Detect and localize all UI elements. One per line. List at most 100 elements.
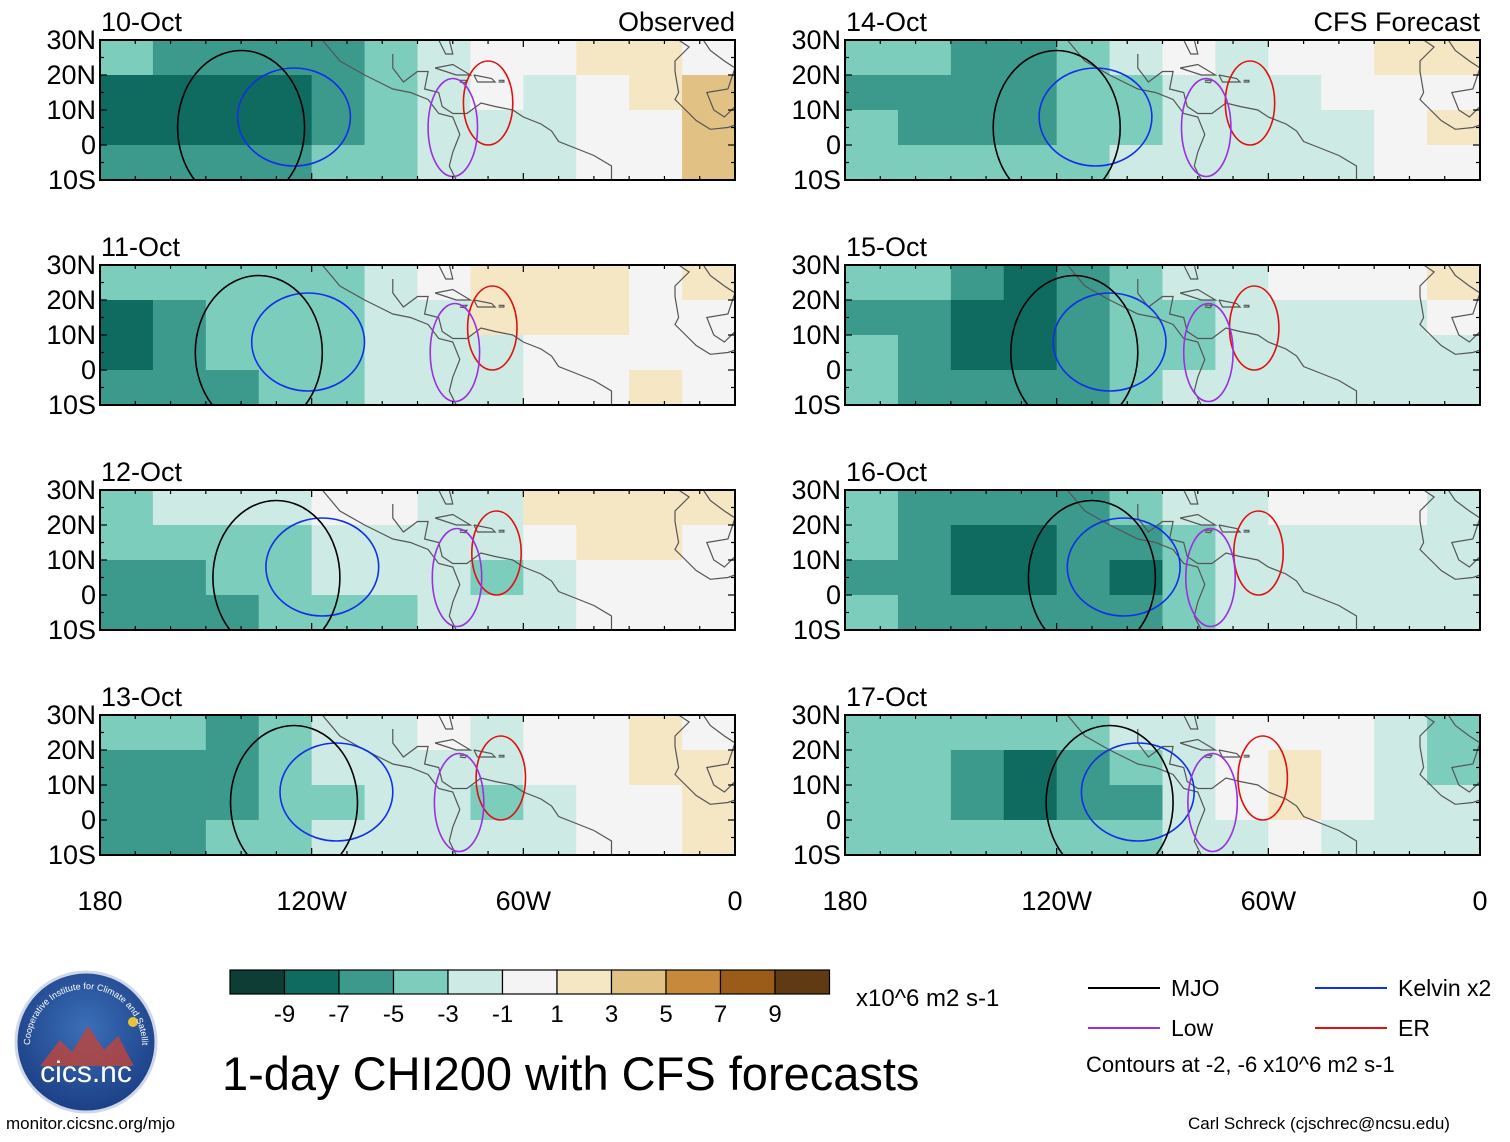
legend-note: Contours at -2, -6 x10^6 m2 s-1 [1086,1052,1395,1077]
heatmap-cell [897,110,952,146]
heatmap-cell [845,820,899,855]
heatmap-cell [1109,785,1164,821]
heatmap-cell [1374,145,1428,180]
heatmap-cell [1003,335,1058,371]
coastline [1243,754,1250,758]
heatmap-cell [1109,490,1164,526]
mjo-contour [229,724,359,855]
heatmap-cell [845,335,899,371]
coastline [1447,490,1480,568]
heatmap-cell [629,40,683,76]
heatmap-cell [1162,370,1217,405]
colorbar-bin [556,969,613,995]
coastline [473,749,497,758]
heatmap-cell [1321,715,1375,751]
heatmap-cell [629,490,683,526]
kelvin-contour [236,67,352,167]
heatmap-cell [845,145,899,180]
logo-mountain-icon [40,1026,134,1066]
heatmap-cell [950,490,1005,526]
heatmap-cell [152,335,207,371]
heatmap-cell [205,300,260,336]
y-tick-label: 0 [826,130,841,160]
heatmap-cell [364,560,419,596]
heatmap-cell [576,300,630,336]
kelvin-contour [250,292,366,392]
heatmap-cell [845,40,899,76]
colorbar-tick-label: -5 [383,1001,404,1028]
heatmap-cell [205,715,260,751]
heatmap-cell [1268,110,1322,146]
heatmap-cell [523,335,577,371]
heatmap-cell [523,110,577,146]
heatmap-cell [1427,715,1480,751]
heatmap-cell [205,110,260,146]
coastline [1179,63,1218,76]
heatmap-cell [950,300,1005,336]
colorbar-tick-label: -1 [492,1001,513,1028]
heatmap-cell [1056,525,1111,561]
heatmap-cell [100,265,154,301]
colorbar-bin [610,969,667,995]
x-tick-label: 0 [727,886,742,916]
er-contour [470,510,522,596]
heatmap-cell [1321,490,1375,526]
heatmap-cell [950,820,1005,855]
heatmap-cell [1321,820,1375,855]
heatmap-cell [1268,300,1322,336]
heatmap-cell [950,110,1005,146]
heatmap-cell [1268,715,1322,751]
coastline [1204,529,1214,534]
heatmap-cell [629,525,683,561]
coastline [1137,504,1358,630]
heatmap-cell [1109,265,1164,301]
heatmap-cell [682,715,735,751]
kelvin-contour [1038,67,1153,167]
heatmap-cell [311,75,366,111]
heatmap-cell [1427,300,1480,336]
heatmap-cell [1321,560,1375,596]
heatmap-cell [364,265,419,301]
footer-website[interactable]: monitor.cicsnc.org/mjo [6,1114,176,1133]
y-tick-label: 0 [81,130,96,160]
heatmap-cell [897,820,952,855]
panel-date-label: 10-Oct [101,7,183,37]
heatmap-cell [152,525,207,561]
legend-label: Kelvin x2 [1398,975,1491,1001]
coastline [1447,40,1480,118]
heatmap-cell [258,785,313,821]
coastline [674,265,691,297]
heatmap-cell [100,335,154,371]
coastline [1218,749,1242,758]
heatmap-cell [1321,265,1375,301]
y-tick-label: 10S [48,165,96,195]
heatmap-cell [1427,750,1480,786]
mjo-contour [992,49,1121,180]
heatmap-cell [523,370,577,405]
y-tick-label: 10N [791,95,841,125]
low-contour [431,527,483,628]
y-tick-label: 20N [791,510,841,540]
heatmap-cell [523,750,577,786]
heatmap-cell [100,370,154,405]
heatmap-cell [470,785,524,821]
coastline [702,490,735,568]
y-tick-label: 30N [46,700,96,730]
heatmap-cell [1109,110,1164,146]
heatmap-cell [1268,370,1322,405]
kelvin-contour [279,742,394,842]
heatmap-cell [100,110,154,146]
coastline [1419,521,1480,580]
heatmap-cell [470,560,524,596]
heatmap-cell [100,40,154,76]
heatmap-cell [100,595,154,630]
colorbar-bin [774,969,831,995]
heatmap-cell [417,785,472,821]
coastline [1243,79,1250,83]
heatmap-cell [311,335,366,371]
panel-date-label: 13-Oct [101,682,183,712]
heatmap-cell [258,145,313,180]
heatmap-cell [845,525,899,561]
coastline [702,265,735,343]
